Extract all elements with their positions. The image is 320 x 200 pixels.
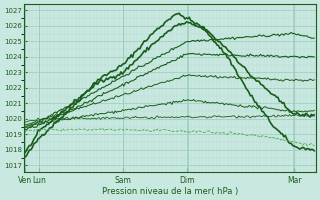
X-axis label: Pression niveau de la mer( hPa ): Pression niveau de la mer( hPa ) — [101, 187, 238, 196]
